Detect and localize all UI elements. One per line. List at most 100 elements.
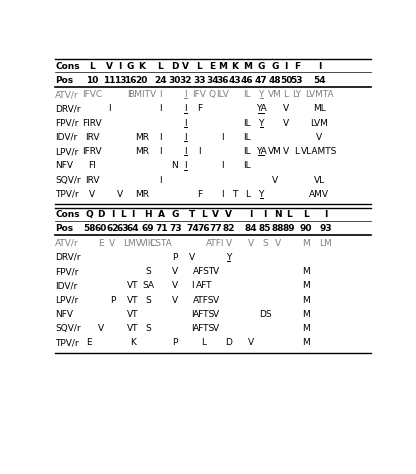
Text: LPV/r: LPV/r xyxy=(55,147,78,156)
Text: M: M xyxy=(302,324,310,333)
Text: M: M xyxy=(243,62,252,71)
Text: I: I xyxy=(184,118,187,128)
Text: D: D xyxy=(225,338,232,347)
Text: Y: Y xyxy=(259,190,264,199)
Text: IFV: IFV xyxy=(192,90,206,99)
Text: G: G xyxy=(171,210,179,219)
Text: DRV/r: DRV/r xyxy=(55,253,81,262)
Text: M: M xyxy=(302,296,310,305)
Text: V: V xyxy=(172,296,178,305)
Text: M: M xyxy=(302,282,310,291)
Text: I: I xyxy=(184,161,187,170)
Text: ATFS: ATFS xyxy=(193,296,215,305)
Text: V: V xyxy=(213,267,218,276)
Text: IL: IL xyxy=(243,133,251,142)
Text: 69: 69 xyxy=(142,225,154,234)
Text: 13: 13 xyxy=(114,76,126,85)
Text: 16: 16 xyxy=(124,76,136,85)
Text: IL: IL xyxy=(243,90,251,99)
Text: IFRV: IFRV xyxy=(82,147,102,156)
Text: VT: VT xyxy=(127,324,139,333)
Text: V: V xyxy=(89,190,95,199)
Text: 50: 50 xyxy=(280,76,292,85)
Text: 36: 36 xyxy=(216,76,229,85)
Text: VLAMTS: VLAMTS xyxy=(301,147,337,156)
Text: Y: Y xyxy=(259,118,264,128)
Text: V: V xyxy=(182,62,189,71)
Text: TPV/r: TPV/r xyxy=(55,190,79,199)
Text: LPV/r: LPV/r xyxy=(55,296,78,305)
Text: T: T xyxy=(232,190,238,199)
Text: IRV: IRV xyxy=(85,133,99,142)
Text: LVM: LVM xyxy=(310,118,328,128)
Text: L: L xyxy=(295,147,300,156)
Text: MR: MR xyxy=(135,190,149,199)
Text: M: M xyxy=(302,338,310,347)
Text: 62: 62 xyxy=(106,225,119,234)
Text: I: I xyxy=(111,210,114,219)
Text: P: P xyxy=(173,338,178,347)
Text: I: I xyxy=(250,210,253,219)
Text: V: V xyxy=(225,239,232,248)
Text: S: S xyxy=(262,239,268,248)
Text: 84: 84 xyxy=(245,225,258,234)
Text: AFT: AFT xyxy=(196,282,212,291)
Text: SQV/r: SQV/r xyxy=(55,324,81,333)
Text: I: I xyxy=(159,147,162,156)
Text: IRV: IRV xyxy=(85,175,99,184)
Text: V: V xyxy=(248,338,254,347)
Text: E: E xyxy=(209,62,215,71)
Text: FIRV: FIRV xyxy=(82,118,102,128)
Text: I: I xyxy=(191,310,193,319)
Text: M: M xyxy=(302,267,310,276)
Text: K: K xyxy=(231,62,238,71)
Text: V: V xyxy=(275,239,280,248)
Text: L: L xyxy=(120,210,125,219)
Text: I: I xyxy=(318,62,321,71)
Text: FPV/r: FPV/r xyxy=(55,118,79,128)
Text: MR: MR xyxy=(135,147,149,156)
Text: AMV: AMV xyxy=(310,190,329,199)
Text: 88: 88 xyxy=(271,225,284,234)
Text: N: N xyxy=(274,210,281,219)
Text: V: V xyxy=(213,296,218,305)
Text: I: I xyxy=(184,104,187,113)
Text: V: V xyxy=(283,104,289,113)
Text: Pos: Pos xyxy=(55,225,73,234)
Text: V: V xyxy=(272,175,278,184)
Text: V: V xyxy=(117,190,123,199)
Text: Y: Y xyxy=(259,90,264,99)
Text: IFVC: IFVC xyxy=(82,90,102,99)
Text: VT: VT xyxy=(127,296,139,305)
Text: NFV: NFV xyxy=(55,161,73,170)
Text: L: L xyxy=(158,62,163,71)
Text: E: E xyxy=(98,239,104,248)
Text: D: D xyxy=(171,62,178,71)
Text: P: P xyxy=(173,253,178,262)
Text: I: I xyxy=(285,62,288,71)
Text: S: S xyxy=(145,296,151,305)
Text: IL: IL xyxy=(243,161,251,170)
Text: Y: Y xyxy=(226,253,231,262)
Text: I: I xyxy=(159,175,162,184)
Text: FI: FI xyxy=(89,161,96,170)
Text: 58: 58 xyxy=(83,225,95,234)
Text: V: V xyxy=(189,253,196,262)
Text: DRV/r: DRV/r xyxy=(55,104,81,113)
Text: 20: 20 xyxy=(136,76,148,85)
Text: I: I xyxy=(184,90,187,99)
Text: 64: 64 xyxy=(126,225,139,234)
Text: LMV: LMV xyxy=(123,239,142,248)
Text: 93: 93 xyxy=(319,225,332,234)
Text: L: L xyxy=(201,338,206,347)
Text: V: V xyxy=(248,239,254,248)
Text: 73: 73 xyxy=(169,225,181,234)
Text: LVMTA: LVMTA xyxy=(305,90,334,99)
Text: 76: 76 xyxy=(198,225,210,234)
Text: F: F xyxy=(197,190,202,199)
Text: 90: 90 xyxy=(300,225,312,234)
Text: Cons: Cons xyxy=(55,62,80,71)
Text: V: V xyxy=(172,267,178,276)
Text: Pos: Pos xyxy=(55,76,73,85)
Text: V: V xyxy=(283,147,289,156)
